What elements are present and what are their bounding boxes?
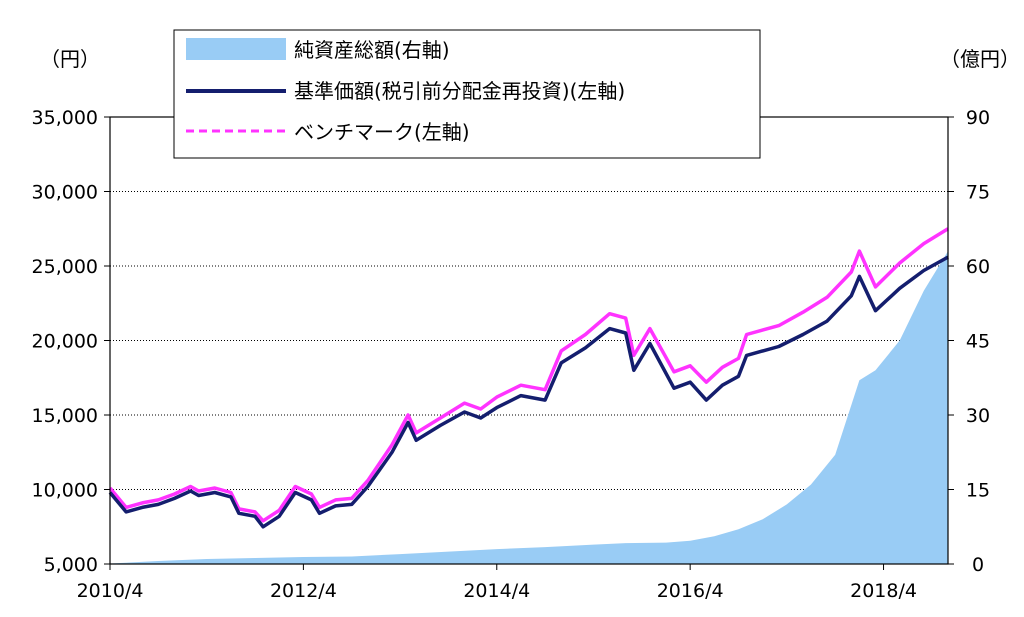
x-tick-label: 2014/4 <box>463 580 530 602</box>
axes: 5,000 0 10,000 15 15,000 30 20,000 45 25,000 60 30… <box>32 107 991 602</box>
net-assets-area-layer <box>110 251 948 564</box>
right-tick-label: 90 <box>966 107 990 129</box>
benchmark-line <box>108 227 949 523</box>
legend-label-net-assets: 純資産総額(右軸) <box>294 38 450 62</box>
series-lines-layer <box>108 227 949 529</box>
legend-label-nav: 基準価額(税引前分配金再投資)(左軸) <box>294 79 625 103</box>
x-tick-label: 2010/4 <box>77 580 144 602</box>
left-axis-unit: （円） <box>40 47 100 71</box>
right-tick-label: 60 <box>966 256 990 278</box>
net-assets-area <box>110 251 948 564</box>
legend-label-benchmark: ベンチマーク(左軸) <box>294 120 470 144</box>
right-tick-label: 0 <box>972 554 984 576</box>
left-tick-label: 10,000 <box>32 480 98 502</box>
right-axis-unit: （億円） <box>940 47 1020 71</box>
left-tick-label: 35,000 <box>32 107 98 129</box>
left-tick-label: 25,000 <box>32 256 98 278</box>
left-tick-label: 5,000 <box>44 554 98 576</box>
gridlines <box>110 191 948 490</box>
left-tick-label: 15,000 <box>32 405 98 427</box>
right-tick-label: 15 <box>966 480 990 502</box>
right-tick-label: 30 <box>966 405 990 427</box>
right-tick-label: 45 <box>966 331 990 353</box>
nav-line <box>108 255 949 529</box>
x-tick-label: 2018/4 <box>850 580 917 602</box>
legend-swatch-area <box>186 38 286 60</box>
x-tick-label: 2012/4 <box>270 580 337 602</box>
left-tick-label: 30,000 <box>32 182 98 204</box>
x-tick-label: 2016/4 <box>657 580 724 602</box>
right-tick-label: 75 <box>966 182 990 204</box>
left-tick-label: 20,000 <box>32 331 98 353</box>
legend: 純資産総額(右軸) 基準価額(税引前分配金再投資)(左軸) ベンチマーク(左軸) <box>173 29 761 159</box>
